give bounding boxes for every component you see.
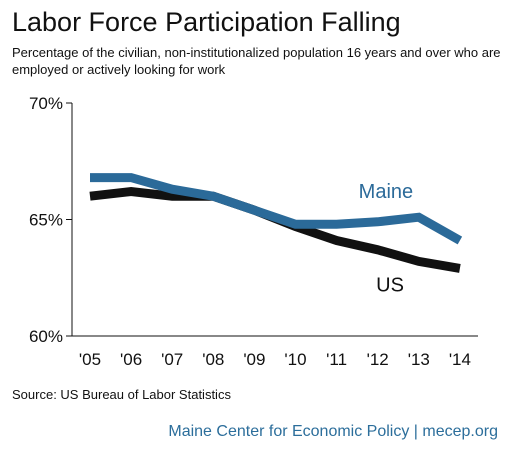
x-tick-label: '08: [202, 350, 224, 369]
y-tick-label: 70%: [29, 94, 63, 113]
line-chart: 70%65%60%'05'06'07'08'09'10'11'12'13'14 …: [29, 94, 478, 369]
x-tick-label: '09: [243, 350, 265, 369]
x-tick-label: '10: [284, 350, 306, 369]
x-tick-label: '13: [408, 350, 430, 369]
x-tick-label: '07: [161, 350, 183, 369]
series-label-maine: Maine: [359, 181, 413, 203]
y-tick-label: 65%: [29, 211, 63, 230]
x-tick-label: '11: [326, 350, 347, 369]
y-tick-label: 60%: [29, 327, 63, 346]
chart-subtitle: Percentage of the civilian, non-institut…: [12, 45, 501, 77]
x-tick-label: '06: [120, 350, 142, 369]
axes: 70% 65% 60% '05 '06 '07 '08 '09 '10 '11 '12 '13 '14: [29, 94, 478, 369]
x-tick-label: '12: [367, 350, 389, 369]
x-tick-label: '14: [449, 350, 471, 369]
source-note: Source: US Bureau of Labor Statistics: [12, 387, 231, 402]
series-label-us: US: [376, 274, 404, 296]
series-line-us: [89, 186, 461, 273]
footer-credit: Maine Center for Economic Policy | mecep…: [168, 423, 498, 440]
series-layer: [89, 173, 463, 273]
series-line-maine: [90, 173, 463, 245]
chart-title: Labor Force Participation Falling: [12, 7, 401, 37]
x-tick-label: '05: [79, 350, 101, 369]
labels-layer: US Maine: [359, 181, 413, 296]
